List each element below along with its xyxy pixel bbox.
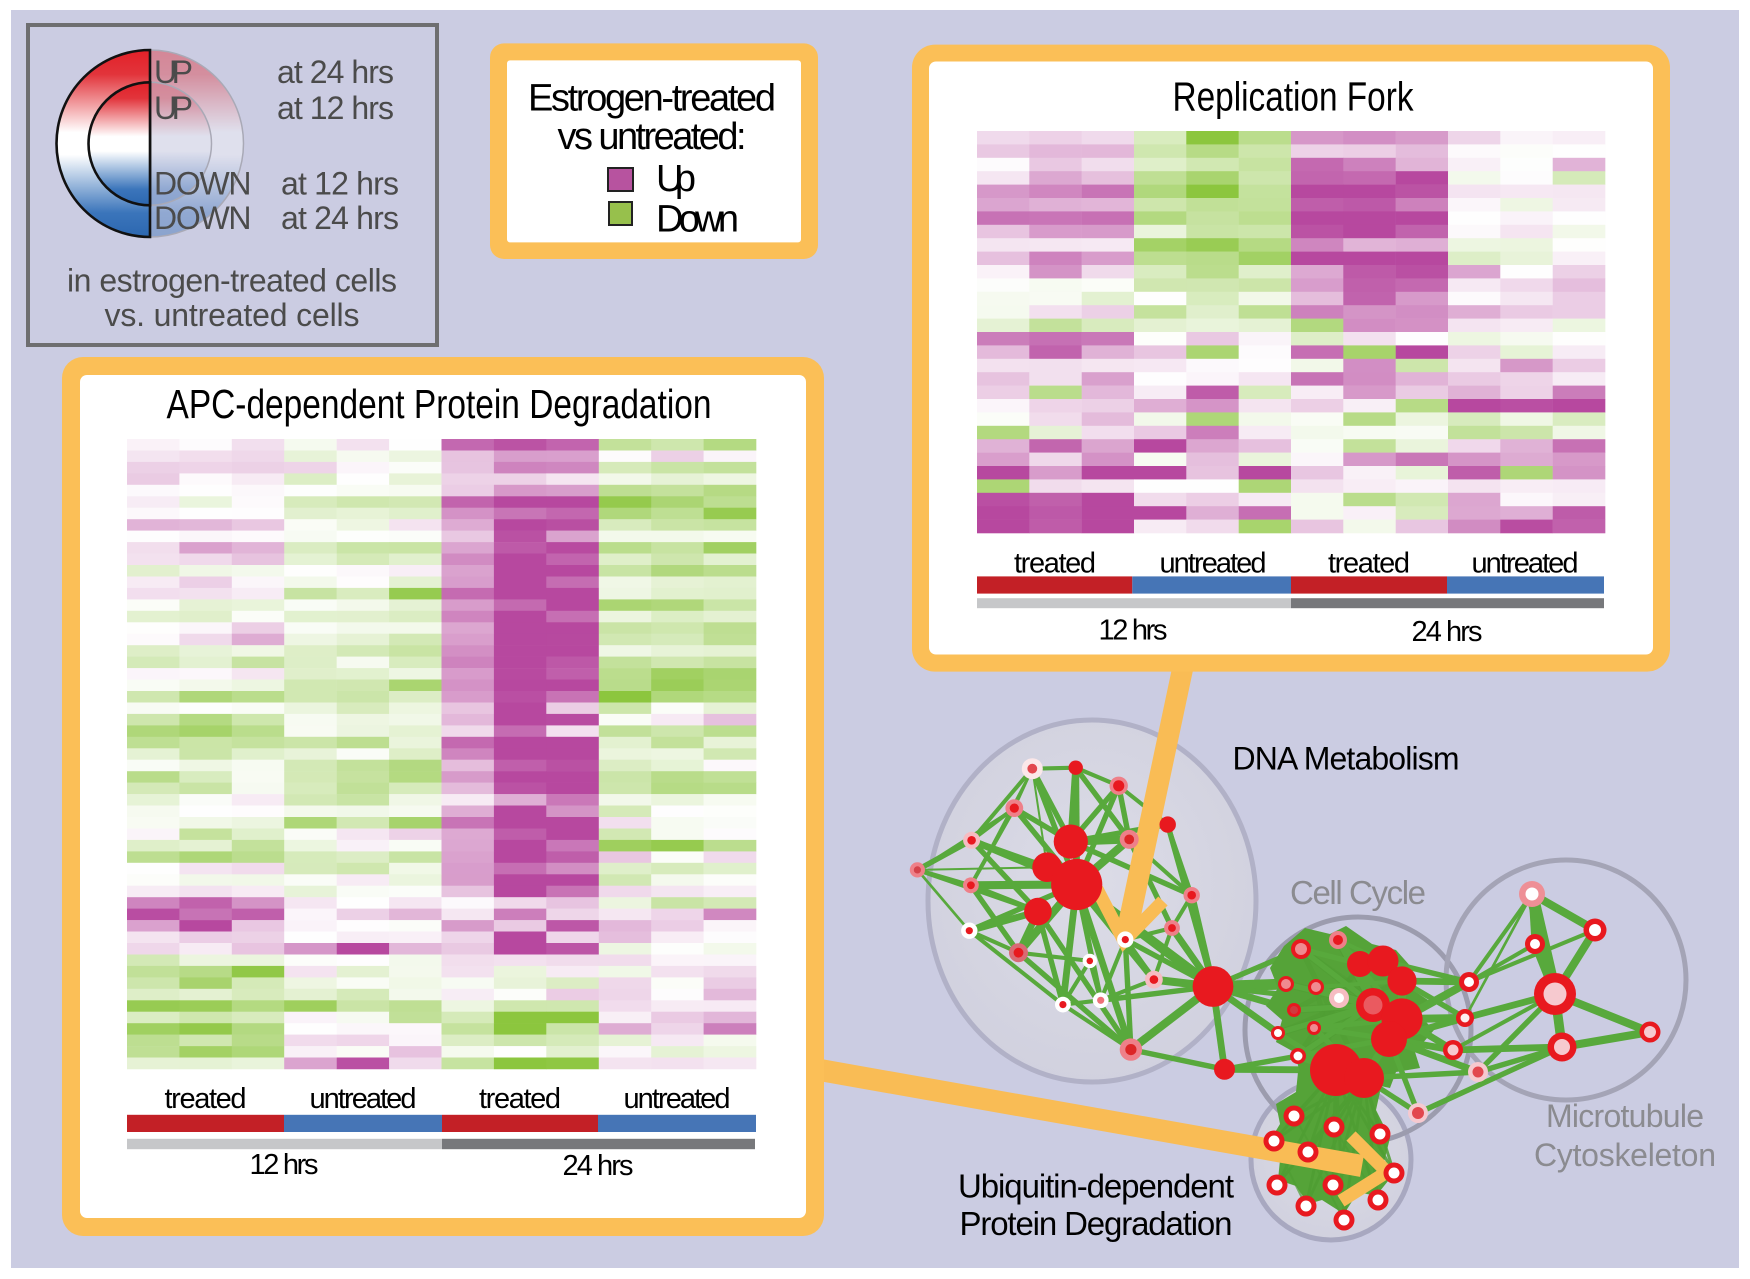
svg-text:vs. untreated cells: vs. untreated cells [105, 297, 360, 333]
svg-text:12 hrs: 12 hrs [250, 1149, 319, 1181]
svg-text:in estrogen-treated cells: in estrogen-treated cells [67, 263, 397, 299]
svg-text:Ubiquitin-dependent: Ubiquitin-dependent [958, 1168, 1234, 1205]
svg-text:Microtubule: Microtubule [1546, 1098, 1704, 1134]
svg-text:24 hrs: 24 hrs [1412, 616, 1483, 648]
svg-text:at 24 hrs: at 24 hrs [281, 200, 399, 236]
svg-text:untreated: untreated [1472, 548, 1579, 580]
svg-text:treated: treated [1014, 548, 1096, 580]
svg-text:Down: Down [656, 199, 739, 241]
svg-text:APC-dependent Protein Degradat: APC-dependent Protein Degradation [167, 381, 712, 427]
svg-text:untreated: untreated [310, 1083, 417, 1115]
svg-text:untreated: untreated [624, 1083, 731, 1115]
svg-text:DOWN: DOWN [154, 200, 252, 236]
svg-text:DOWN: DOWN [154, 166, 252, 202]
svg-text:untreated: untreated [1160, 548, 1267, 580]
svg-text:12 hrs: 12 hrs [1099, 615, 1168, 647]
svg-text:DNA Metabolism: DNA Metabolism [1233, 741, 1460, 777]
svg-text:treated: treated [165, 1083, 247, 1115]
svg-text:24 hrs: 24 hrs [563, 1150, 634, 1182]
svg-text:UP: UP [154, 90, 193, 126]
svg-text:at 24 hrs: at 24 hrs [277, 54, 394, 90]
svg-text:at 12 hrs: at 12 hrs [281, 166, 399, 202]
svg-text:UP: UP [154, 54, 193, 90]
svg-text:treated: treated [479, 1083, 561, 1115]
svg-text:Cytoskeleton: Cytoskeleton [1534, 1137, 1716, 1173]
svg-text:treated: treated [1328, 548, 1410, 580]
svg-text:Cell Cycle: Cell Cycle [1290, 874, 1426, 911]
svg-text:at 12 hrs: at 12 hrs [277, 90, 394, 126]
svg-text:Up: Up [656, 158, 696, 200]
svg-text:Replication Fork: Replication Fork [1173, 74, 1414, 120]
svg-text:Estrogen-treated: Estrogen-treated [528, 78, 776, 120]
svg-text:Protein Degradation: Protein Degradation [960, 1205, 1233, 1242]
svg-text:vs untreated:: vs untreated: [558, 116, 747, 158]
